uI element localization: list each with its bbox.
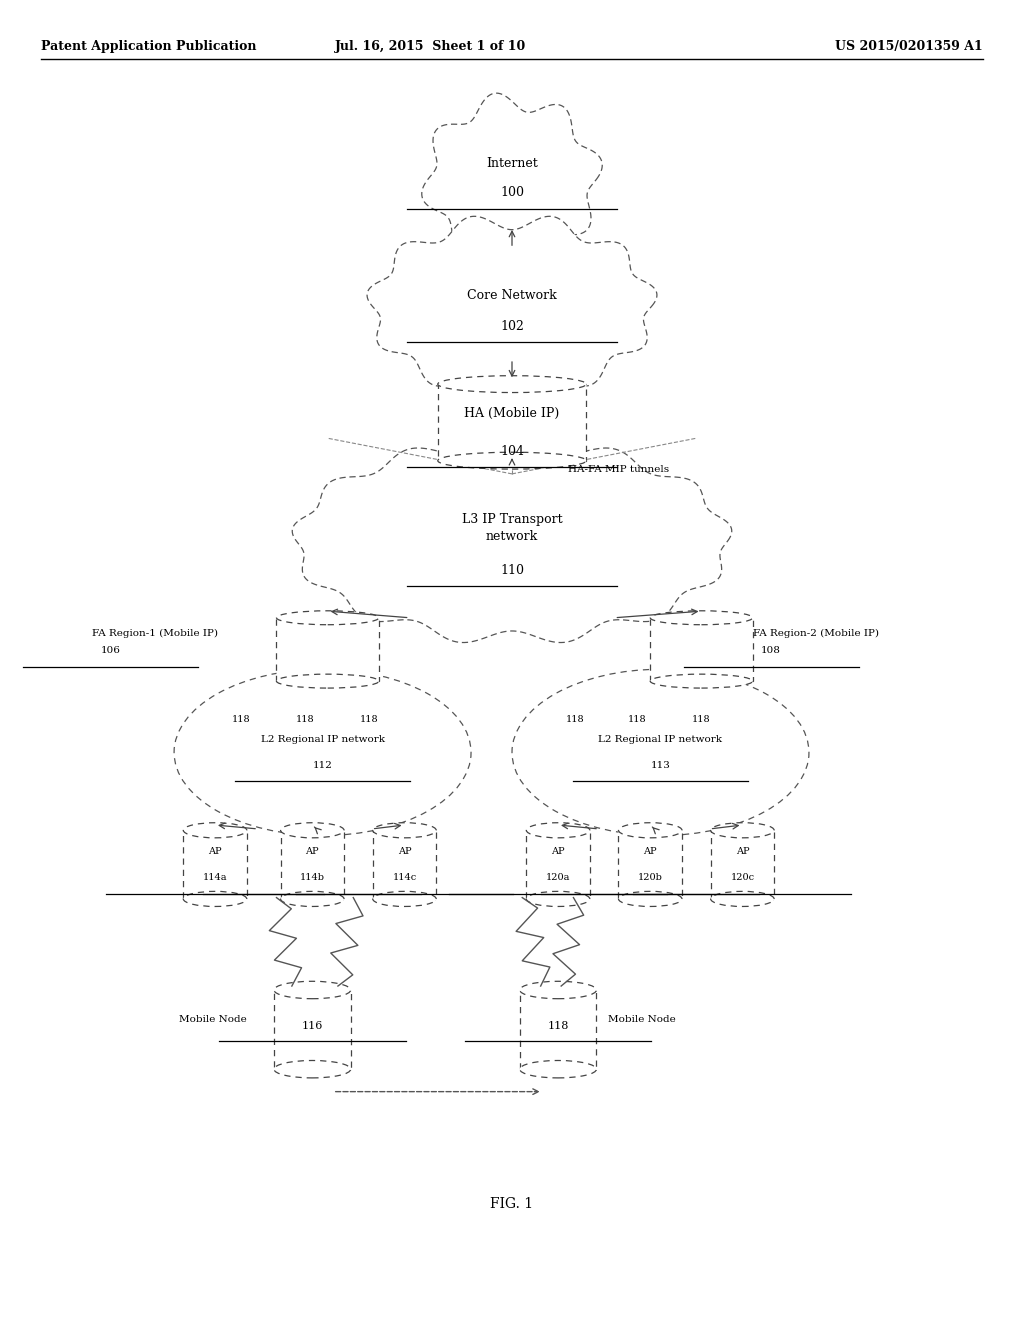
Ellipse shape [650,611,753,624]
Ellipse shape [618,822,682,838]
Text: 118: 118 [692,715,711,723]
Text: 118: 118 [359,715,378,723]
Bar [711,830,774,899]
Text: FA Region-1 (Mobile IP): FA Region-1 (Mobile IP) [92,630,218,638]
Text: 118: 118 [628,715,646,723]
Text: AP: AP [551,847,565,855]
Bar [618,830,682,899]
Text: AP: AP [735,847,750,855]
Text: 114c: 114c [392,874,417,882]
Ellipse shape [373,822,436,838]
Text: 112: 112 [312,762,333,770]
Ellipse shape [711,891,774,907]
Text: 118: 118 [566,715,585,723]
Bar [373,830,436,899]
Bar [274,990,350,1069]
Text: 114a: 114a [203,874,227,882]
Ellipse shape [650,675,753,688]
Text: Core Network: Core Network [467,289,557,302]
Ellipse shape [281,891,344,907]
Text: 102: 102 [500,319,524,333]
Ellipse shape [526,891,590,907]
Text: Jul. 16, 2015  Sheet 1 of 10: Jul. 16, 2015 Sheet 1 of 10 [335,40,525,53]
Bar [526,830,590,899]
Ellipse shape [183,822,247,838]
Text: Mobile Node: Mobile Node [608,1015,676,1023]
Text: FA Region-2 (Mobile IP): FA Region-2 (Mobile IP) [753,630,879,638]
Ellipse shape [711,822,774,838]
Text: AP: AP [643,847,657,855]
Text: AP: AP [305,847,319,855]
Ellipse shape [438,453,586,469]
Text: Internet: Internet [486,157,538,170]
Text: 118: 118 [231,715,250,723]
Text: AP: AP [397,847,412,855]
Bar [276,618,379,681]
Text: 120b: 120b [638,874,663,882]
Polygon shape [422,94,602,265]
Ellipse shape [276,675,379,688]
Text: Patent Application Publication: Patent Application Publication [41,40,256,53]
Text: 113: 113 [650,762,671,770]
Bar [520,990,596,1069]
Text: 114b: 114b [300,874,325,882]
Ellipse shape [438,376,586,392]
Text: L2 Regional IP network: L2 Regional IP network [260,735,385,743]
Ellipse shape [276,611,379,624]
Polygon shape [367,216,657,400]
Text: L2 Regional IP network: L2 Regional IP network [598,735,723,743]
Bar [650,618,753,681]
Ellipse shape [526,822,590,838]
Text: 108: 108 [761,647,781,655]
Text: 104: 104 [500,445,524,458]
Text: 110: 110 [500,564,524,577]
Bar [281,830,344,899]
Bar [438,384,586,461]
Text: Mobile Node: Mobile Node [179,1015,247,1023]
Text: 120c: 120c [730,874,755,882]
Text: 106: 106 [100,647,121,655]
Text: 118: 118 [296,715,314,723]
Text: US 2015/0201359 A1: US 2015/0201359 A1 [836,40,983,53]
Bar [183,830,247,899]
Text: 120a: 120a [546,874,570,882]
Ellipse shape [281,822,344,838]
Text: L3 IP Transport
network: L3 IP Transport network [462,513,562,543]
Ellipse shape [520,981,596,999]
Ellipse shape [520,1060,596,1078]
Text: 118: 118 [548,1020,568,1031]
Ellipse shape [373,891,436,907]
Text: 116: 116 [302,1020,323,1031]
Ellipse shape [183,891,247,907]
Text: HA-FA MIP tunnels: HA-FA MIP tunnels [568,466,670,474]
Polygon shape [292,437,732,643]
Ellipse shape [618,891,682,907]
Ellipse shape [274,1060,350,1078]
Text: 100: 100 [500,186,524,199]
Text: AP: AP [208,847,222,855]
Text: HA (Mobile IP): HA (Mobile IP) [464,407,560,420]
Text: FIG. 1: FIG. 1 [490,1197,534,1210]
Ellipse shape [274,981,350,999]
